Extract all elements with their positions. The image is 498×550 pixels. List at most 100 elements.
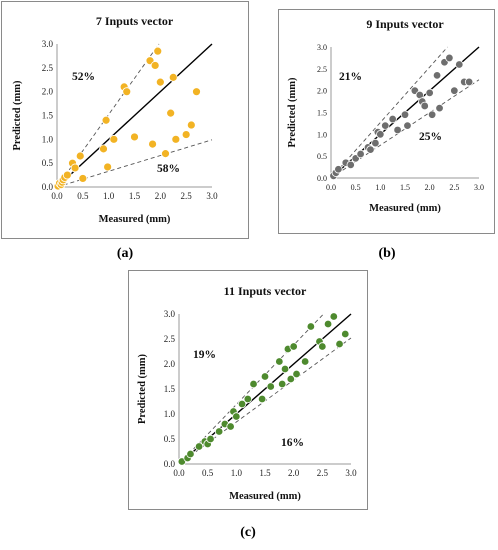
data-point-a (155, 77, 165, 87)
data-point-a (161, 149, 170, 159)
y-tick-label-a: 0.0 (42, 182, 54, 192)
data-point-b (381, 121, 390, 130)
y-axis-label-a: Predicted (mm) (12, 80, 23, 151)
y-tick-label-c: 1.5 (164, 384, 176, 394)
lower-bound-line-a (56, 139, 213, 188)
data-point-c (341, 329, 350, 339)
data-point-c (306, 322, 316, 331)
data-point-b (445, 53, 454, 63)
data-point-b (376, 130, 385, 139)
lower-percent-label-c: 16% (281, 437, 304, 449)
data-point-a (75, 151, 85, 161)
data-point-b (393, 125, 402, 135)
data-point-c (275, 357, 284, 366)
x-tick-label-a: 2.5 (181, 191, 193, 201)
data-point-c (206, 434, 215, 444)
data-point-c (186, 449, 195, 459)
data-point-c (214, 427, 224, 436)
panel-label-a: (a) (116, 246, 134, 261)
data-point-a (130, 132, 139, 142)
x-tick-label-a: 1.5 (129, 191, 141, 201)
data-point-a (99, 144, 108, 154)
y-tick-label-a: 2.5 (42, 63, 54, 73)
y-tick-label-b: 1.0 (317, 130, 327, 139)
data-point-c (266, 382, 275, 391)
panel-label-c: (c) (240, 525, 256, 540)
data-point-c (226, 422, 235, 431)
data-point-c (257, 394, 267, 404)
y-axis-label-b: Predicted (mm) (287, 77, 298, 148)
data-point-c (277, 379, 287, 389)
data-point-a (150, 61, 160, 70)
data-point-b (371, 138, 380, 148)
data-point-c (289, 342, 298, 351)
scatter-plot-a: 0.0 0.5 1.0 1.5 2.0 2.5 3.0 0.0 0.5 1.0 1.5 2.0 2.5 3… (12, 14, 218, 225)
data-point-a (192, 87, 201, 97)
upper-percent-label-c: 19% (193, 349, 216, 361)
y-tick-label-c: 2.0 (164, 359, 176, 369)
y-tick-label-a: 0.5 (42, 158, 54, 168)
data-point-c (300, 357, 310, 366)
x-tick-label-b: 1.5 (400, 183, 410, 192)
y-tick-label-b: 0.5 (317, 152, 327, 161)
lower-percent-label-a: 58% (157, 163, 180, 175)
x-tick-label-c: 1.0 (231, 468, 243, 478)
data-point-a (171, 134, 181, 144)
x-tick-label-b: 2.5 (449, 183, 459, 192)
x-tick-label-c: 0.0 (173, 468, 185, 478)
y-tick-label-c: 2.5 (164, 334, 176, 344)
data-point-b (403, 121, 412, 130)
data-point-c (260, 372, 270, 381)
data-point-c (335, 339, 344, 349)
x-tick-label-c: 2.0 (288, 468, 300, 478)
y-tick-label-a: 1.0 (42, 134, 54, 144)
data-point-a (148, 139, 157, 149)
upper-bound-line-b (330, 46, 448, 179)
data-point-a (122, 87, 132, 97)
y-tick-label-a: 1.5 (42, 111, 54, 121)
y-axis-label-c: Predicted (mm) (137, 353, 148, 424)
x-tick-label-b: 0.5 (351, 183, 361, 192)
data-point-a (181, 130, 191, 139)
chart-panel-c: 0.0 0.5 1.0 1.5 2.0 2.5 3.0 0.0 0.5 1.0 1.5 2.0 2.5 3… (128, 270, 368, 510)
data-point-b (427, 110, 437, 119)
x-tick-label-c: 3.0 (345, 468, 357, 478)
y-tick-label-a: 2.0 (42, 87, 54, 97)
y-tick-label-c: 0.0 (164, 459, 176, 469)
data-point-a (62, 170, 72, 180)
data-point-a (70, 163, 80, 173)
x-tick-label-c: 0.5 (202, 468, 214, 478)
data-point-c (243, 394, 252, 404)
data-point-b (420, 101, 429, 111)
y-tick-label-a: 3.0 (42, 39, 54, 49)
data-point-c (249, 379, 258, 389)
data-point-a (166, 108, 176, 118)
data-point-c (237, 399, 247, 409)
chart-title-b: 9 Inputs vector (366, 17, 444, 31)
y-tick-label-b: 2.5 (317, 65, 327, 74)
data-point-b (400, 110, 410, 119)
data-point-b (464, 77, 474, 87)
y-tick-label-c: 1.0 (164, 409, 176, 419)
identity-line-a (56, 43, 213, 188)
scatter-plot-b: 0.0 0.5 1.0 1.5 2.0 2.5 3.0 0.0 0.5 1.0 1.5 2.0 2.5 3… (287, 17, 484, 214)
chart-title-c: 11 Inputs vector (224, 284, 307, 298)
data-point-c (232, 412, 241, 421)
scatter-plot-c: 0.0 0.5 1.0 1.5 2.0 2.5 3.0 0.0 0.5 1.0 1.5 2.0 2.5 3… (137, 284, 357, 502)
data-point-a (103, 162, 113, 172)
chart-panel-a: 0.0 0.5 1.0 1.5 2.0 2.5 3.0 0.0 0.5 1.0 1.5 2.0 2.5 3… (1, 1, 249, 239)
data-point-b (455, 60, 464, 69)
x-tick-label-b: 3.0 (474, 183, 484, 192)
y-tick-label-c: 0.5 (164, 434, 176, 444)
data-point-b (435, 103, 444, 113)
x-axis-label-a: Measured (mm) (99, 214, 171, 225)
data-point-a (153, 46, 163, 56)
data-point-b (450, 86, 459, 95)
data-point-b (346, 160, 355, 170)
x-tick-label-b: 1.0 (375, 183, 385, 192)
data-point-b (356, 149, 365, 159)
x-tick-label-b: 0.0 (326, 183, 336, 192)
x-axis-label-c: Measured (mm) (229, 491, 301, 502)
y-tick-label-b: 1.5 (317, 109, 327, 118)
data-point-b (432, 71, 442, 80)
